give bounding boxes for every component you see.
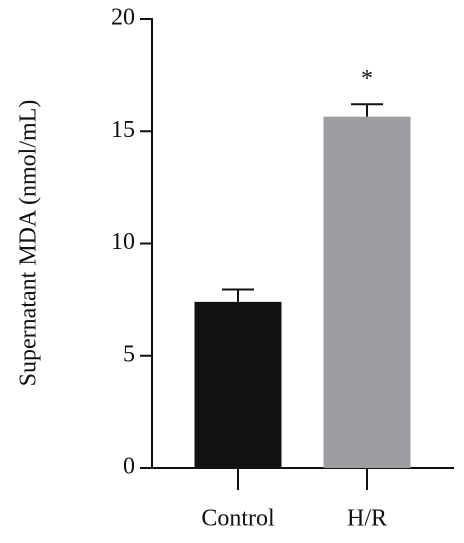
y-tick-label: 0 [123, 454, 135, 480]
bar [194, 301, 282, 468]
x-tick-label: H/R [347, 506, 387, 532]
y-tick-label: 20 [111, 5, 135, 31]
y-tick-label: 10 [111, 229, 135, 255]
y-tick-label: 5 [123, 341, 135, 367]
y-axis-label: Supernatant MDA (nmol/mL) [16, 100, 42, 387]
bar [323, 116, 411, 468]
x-tick-label: Control [201, 506, 275, 532]
significance-marker: * [361, 66, 373, 92]
y-tick-label: 15 [111, 117, 135, 143]
